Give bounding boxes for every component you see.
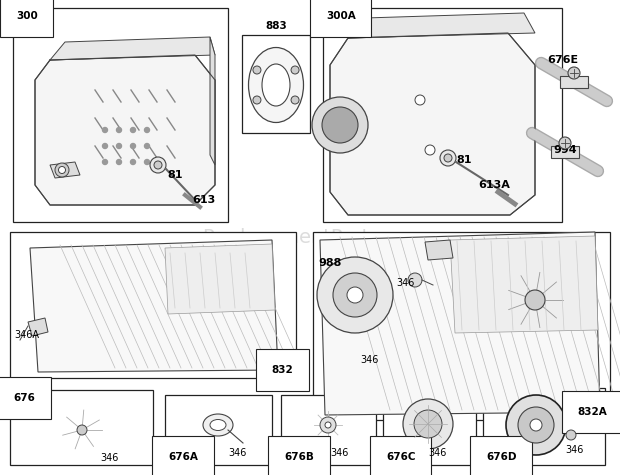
Circle shape [530, 419, 542, 431]
Bar [560, 76, 588, 88]
Polygon shape [330, 33, 535, 215]
Circle shape [77, 425, 87, 435]
Polygon shape [30, 240, 278, 372]
Text: 832: 832 [272, 365, 293, 375]
Text: 883: 883 [265, 21, 287, 31]
Bar [383, 395, 476, 465]
Polygon shape [320, 232, 600, 415]
Text: 676: 676 [13, 393, 35, 403]
Bar [10, 232, 296, 378]
Circle shape [130, 160, 136, 164]
Text: 346: 346 [396, 278, 414, 288]
Circle shape [444, 154, 452, 162]
Circle shape [154, 161, 162, 169]
Circle shape [150, 157, 166, 173]
Text: 346: 346 [228, 448, 246, 458]
Bar [313, 232, 610, 420]
Text: eReplacementParts.com: eReplacementParts.com [192, 228, 428, 247]
Circle shape [291, 66, 299, 74]
Circle shape [130, 127, 136, 133]
Ellipse shape [249, 48, 304, 123]
Circle shape [58, 167, 66, 173]
Bar [10, 390, 153, 465]
Text: 613A: 613A [478, 180, 510, 190]
Polygon shape [50, 37, 215, 60]
Text: 832A: 832A [577, 407, 607, 417]
Circle shape [144, 127, 149, 133]
Text: 994: 994 [553, 145, 577, 155]
Text: 613: 613 [192, 195, 215, 205]
Circle shape [317, 257, 393, 333]
Text: 81: 81 [167, 170, 182, 180]
Circle shape [312, 97, 368, 153]
Ellipse shape [262, 64, 290, 106]
Ellipse shape [203, 414, 233, 436]
Circle shape [559, 137, 571, 149]
Circle shape [506, 395, 566, 455]
Polygon shape [50, 162, 80, 178]
Text: 300A: 300A [326, 11, 356, 21]
Text: 81: 81 [456, 155, 471, 165]
Polygon shape [348, 13, 535, 38]
Circle shape [55, 163, 69, 177]
Circle shape [102, 143, 107, 149]
Circle shape [144, 143, 149, 149]
Circle shape [414, 410, 442, 438]
Text: 346: 346 [330, 448, 348, 458]
Bar [483, 388, 605, 465]
Circle shape [102, 127, 107, 133]
Circle shape [408, 273, 422, 287]
Circle shape [415, 95, 425, 105]
Polygon shape [425, 240, 453, 260]
Circle shape [253, 96, 261, 104]
Bar [323, 8, 562, 222]
Bar [13, 8, 228, 222]
Circle shape [347, 287, 363, 303]
Circle shape [425, 145, 435, 155]
Circle shape [325, 422, 331, 428]
Text: 676B: 676B [284, 452, 314, 462]
Text: 300: 300 [16, 11, 38, 21]
Circle shape [333, 273, 377, 317]
Circle shape [403, 399, 453, 449]
Circle shape [291, 96, 299, 104]
Circle shape [440, 150, 456, 166]
Circle shape [102, 160, 107, 164]
Text: 346: 346 [360, 355, 378, 365]
Polygon shape [165, 244, 275, 314]
Circle shape [253, 66, 261, 74]
Circle shape [518, 407, 554, 443]
Text: 676C: 676C [386, 452, 415, 462]
Bar [281, 395, 376, 465]
Text: 346: 346 [100, 453, 118, 463]
Ellipse shape [210, 419, 226, 430]
Circle shape [566, 430, 576, 440]
Bar [242, 35, 310, 133]
Circle shape [117, 160, 122, 164]
Polygon shape [450, 236, 598, 333]
Bar [165, 395, 272, 465]
Circle shape [320, 417, 336, 433]
Circle shape [117, 143, 122, 149]
Text: 346: 346 [428, 448, 446, 458]
Polygon shape [28, 318, 48, 336]
Polygon shape [210, 37, 215, 165]
Text: 988: 988 [318, 258, 342, 268]
Text: 346A: 346A [14, 330, 39, 340]
Polygon shape [35, 55, 215, 205]
Text: 676E: 676E [547, 55, 578, 65]
Bar [551, 146, 579, 158]
Circle shape [144, 160, 149, 164]
Circle shape [117, 127, 122, 133]
Text: 676A: 676A [168, 452, 198, 462]
Circle shape [130, 143, 136, 149]
Circle shape [568, 67, 580, 79]
Text: 676D: 676D [486, 452, 516, 462]
Circle shape [322, 107, 358, 143]
Circle shape [525, 290, 545, 310]
Text: 346: 346 [565, 445, 583, 455]
